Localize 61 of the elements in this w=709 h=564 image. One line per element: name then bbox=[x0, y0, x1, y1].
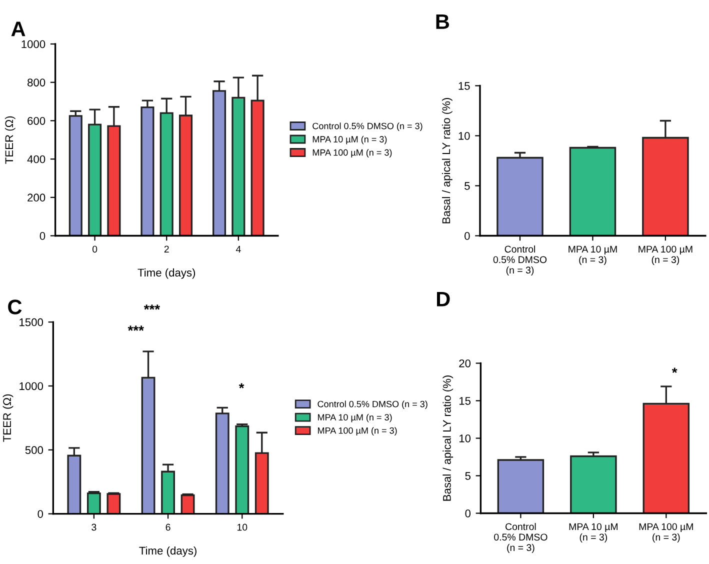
y-tick-label: 1500 bbox=[20, 318, 44, 326]
y-tick-label: 400 bbox=[27, 155, 46, 164]
x-axis-title: Time (days) bbox=[139, 546, 196, 557]
x-tick-label: 6 bbox=[166, 524, 170, 531]
y-tick-label: 1000 bbox=[22, 40, 46, 48]
legend-label: MPA 10 µM (n = 3) bbox=[318, 414, 392, 422]
y-axis-title: Basal / apical LY ratio (%) bbox=[442, 376, 454, 501]
y-tick-label: 10 bbox=[459, 434, 471, 442]
x-tick-label: 0 bbox=[92, 246, 98, 253]
x-tick-label: MPA 100 µM (n = 3) bbox=[639, 523, 693, 542]
x-tick-label: MPA 10 µM (n = 3) bbox=[569, 523, 618, 542]
y-tick-label: 200 bbox=[28, 194, 46, 202]
bar bbox=[86, 492, 101, 514]
chart-title: D bbox=[437, 292, 450, 306]
x-tick-label: MPA 100 µM (n = 3) bbox=[638, 246, 692, 266]
x-tick-label: Control 0.5% DMSO (n = 3) bbox=[493, 245, 547, 276]
annotation: * bbox=[672, 368, 678, 373]
y-tick-label: 5 bbox=[465, 472, 471, 480]
y-tick-label: 15 bbox=[458, 82, 470, 90]
x-tick-label: Control 0.5% DMSO (n = 3) bbox=[494, 522, 548, 553]
bar bbox=[180, 494, 195, 514]
y-tick-label: 800 bbox=[28, 78, 46, 86]
bar bbox=[68, 115, 82, 236]
x-tick-label: 3 bbox=[92, 524, 96, 531]
chart-title: A bbox=[11, 22, 26, 36]
x-tick-label: 10 bbox=[237, 524, 248, 531]
chart-title: B bbox=[436, 14, 449, 29]
y-axis-title: TEER (Ω) bbox=[4, 116, 16, 164]
y-tick-label: 20 bbox=[459, 359, 471, 368]
bar bbox=[215, 412, 230, 514]
chart-title: C bbox=[8, 300, 22, 314]
y-tick-label: 0 bbox=[465, 510, 471, 518]
annotation: * bbox=[238, 383, 244, 388]
y-axis-title: TEER (Ω) bbox=[2, 394, 14, 442]
y-tick-label: 0 bbox=[40, 232, 46, 240]
text: *** bbox=[144, 304, 160, 310]
legend-label: Control 0.5% DMSO (n = 3) bbox=[312, 122, 422, 131]
y-tick-label: 10 bbox=[458, 132, 470, 140]
bar bbox=[235, 425, 250, 514]
x-tick-label: 2 bbox=[164, 246, 169, 253]
y-axis-title: Basal / apical LY ratio (%) bbox=[442, 98, 452, 224]
y-tick-label: 0 bbox=[38, 510, 44, 518]
bar bbox=[496, 156, 544, 236]
bar bbox=[106, 493, 121, 514]
y-tick-label: 600 bbox=[28, 116, 46, 125]
legend-label: MPA 100 µM (n = 3) bbox=[318, 427, 397, 436]
y-tick-label: 0 bbox=[464, 232, 470, 240]
x-tick-label: 4 bbox=[236, 246, 241, 253]
y-tick-label: 15 bbox=[459, 397, 471, 405]
annotation: *** bbox=[128, 326, 144, 331]
x-axis-title: Time (days) bbox=[138, 268, 196, 279]
legend-label: Control 0.5% DMSO (n = 3) bbox=[318, 400, 428, 410]
y-tick-label: 5 bbox=[464, 182, 470, 190]
bar bbox=[569, 146, 616, 236]
bar bbox=[497, 459, 544, 514]
y-tick-label: 1000 bbox=[20, 382, 44, 390]
legend-label: MPA 100 µM (n = 3) bbox=[312, 149, 392, 158]
legend-label: MPA 10 µM (n = 3) bbox=[312, 136, 387, 144]
y-tick-label: 500 bbox=[25, 446, 44, 454]
x-tick-label: MPA 10 µM (n = 3) bbox=[568, 246, 617, 266]
bar bbox=[570, 455, 617, 514]
